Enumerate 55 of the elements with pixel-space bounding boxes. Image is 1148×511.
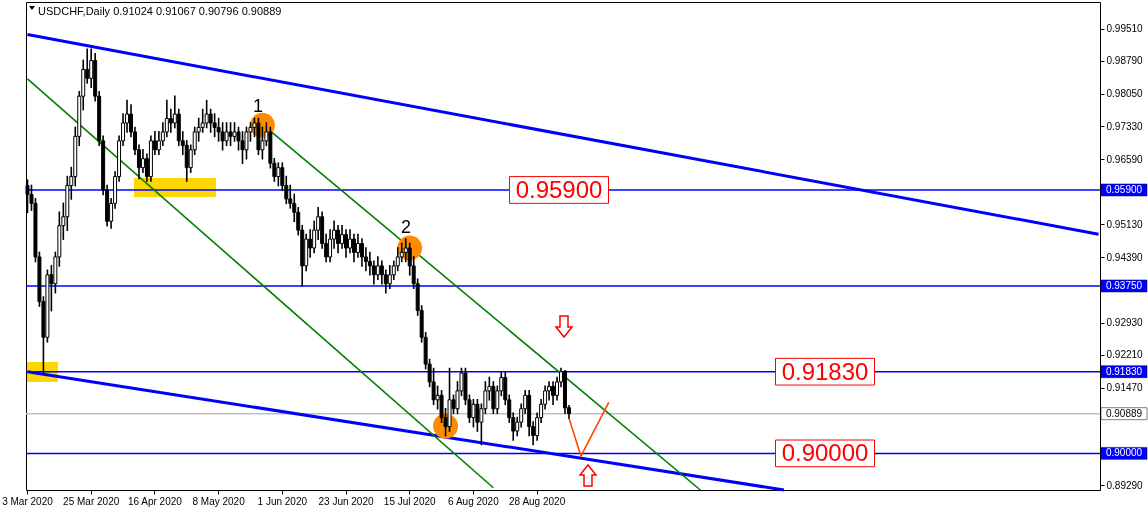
y-tick-label: 0.89290: [1106, 479, 1144, 491]
y-tick-label: 0.92210: [1106, 349, 1144, 361]
candlestick: [403, 238, 408, 263]
candlestick: [551, 381, 556, 406]
candlestick: [344, 229, 348, 258]
y-tick-label: 0.98790: [1106, 55, 1144, 67]
candlestick: [168, 108, 173, 133]
ref-line-label: 0.90000: [1105, 447, 1143, 459]
candlestick: [260, 126, 265, 160]
candlestick: [276, 162, 281, 187]
candlestick: [140, 148, 145, 173]
candlestick: [208, 108, 213, 133]
ref-line-label: 0.91830: [1105, 365, 1143, 377]
candlestick: [228, 122, 233, 147]
candlestick: [212, 113, 217, 138]
y-tick-label: 0.98050: [1106, 88, 1144, 100]
annotation: 2: [400, 216, 412, 237]
annotation: 0.91830: [781, 357, 869, 385]
x-tick-label: 3 Mar 2020: [2, 495, 54, 507]
x-tick-label: 15 Jul 2020: [383, 495, 436, 507]
candlestick: [471, 399, 476, 428]
annotation: 0.90000: [781, 439, 869, 467]
candlestick: [240, 131, 245, 164]
x-tick-label: 8 May 2020: [192, 495, 246, 507]
candlestick: [387, 265, 392, 289]
annotation: 0.95900: [515, 175, 603, 203]
candlestick: [244, 126, 249, 160]
chart-title: USDCHF,Daily 0.91024 0.91067 0.90796 0.90889: [38, 5, 282, 17]
x-tick-label: 23 Jun 2020: [318, 495, 374, 507]
candlestick: [336, 224, 341, 254]
candlestick: [340, 224, 345, 249]
candlestick: [491, 381, 496, 415]
annotation: 1: [252, 96, 264, 117]
y-tick-label: 0.95130: [1106, 218, 1144, 230]
candlestick: [348, 229, 352, 254]
y-tick-label: 0.97330: [1106, 120, 1144, 132]
ref-line-label: 0.95900: [1105, 183, 1143, 195]
candlestick: [375, 256, 380, 281]
candlestick: [359, 238, 364, 267]
candlestick: [220, 122, 225, 151]
y-tick-label: 0.92930: [1106, 317, 1144, 329]
x-tick-label: 16 Apr 2020: [127, 495, 183, 507]
y-tick-label: 0.94390: [1106, 251, 1144, 263]
y-tick-label: 0.96590: [1106, 153, 1144, 165]
candlestick: [224, 122, 229, 147]
x-tick-label: 1 Jun 2020: [257, 495, 308, 507]
ref-line-label: 0.93750: [1105, 279, 1143, 291]
ref-line-label: 0.90889: [1105, 407, 1143, 419]
x-tick-label: 6 Aug 2020: [448, 495, 500, 507]
candlestick: [351, 233, 356, 263]
y-tick-label: 0.99510: [1106, 23, 1144, 35]
y-tick-label: 0.91470: [1106, 382, 1144, 394]
x-tick-label: 28 Aug 2020: [509, 495, 566, 507]
candlestick: [355, 233, 360, 258]
x-tick-label: 25 Mar 2020: [63, 495, 120, 507]
